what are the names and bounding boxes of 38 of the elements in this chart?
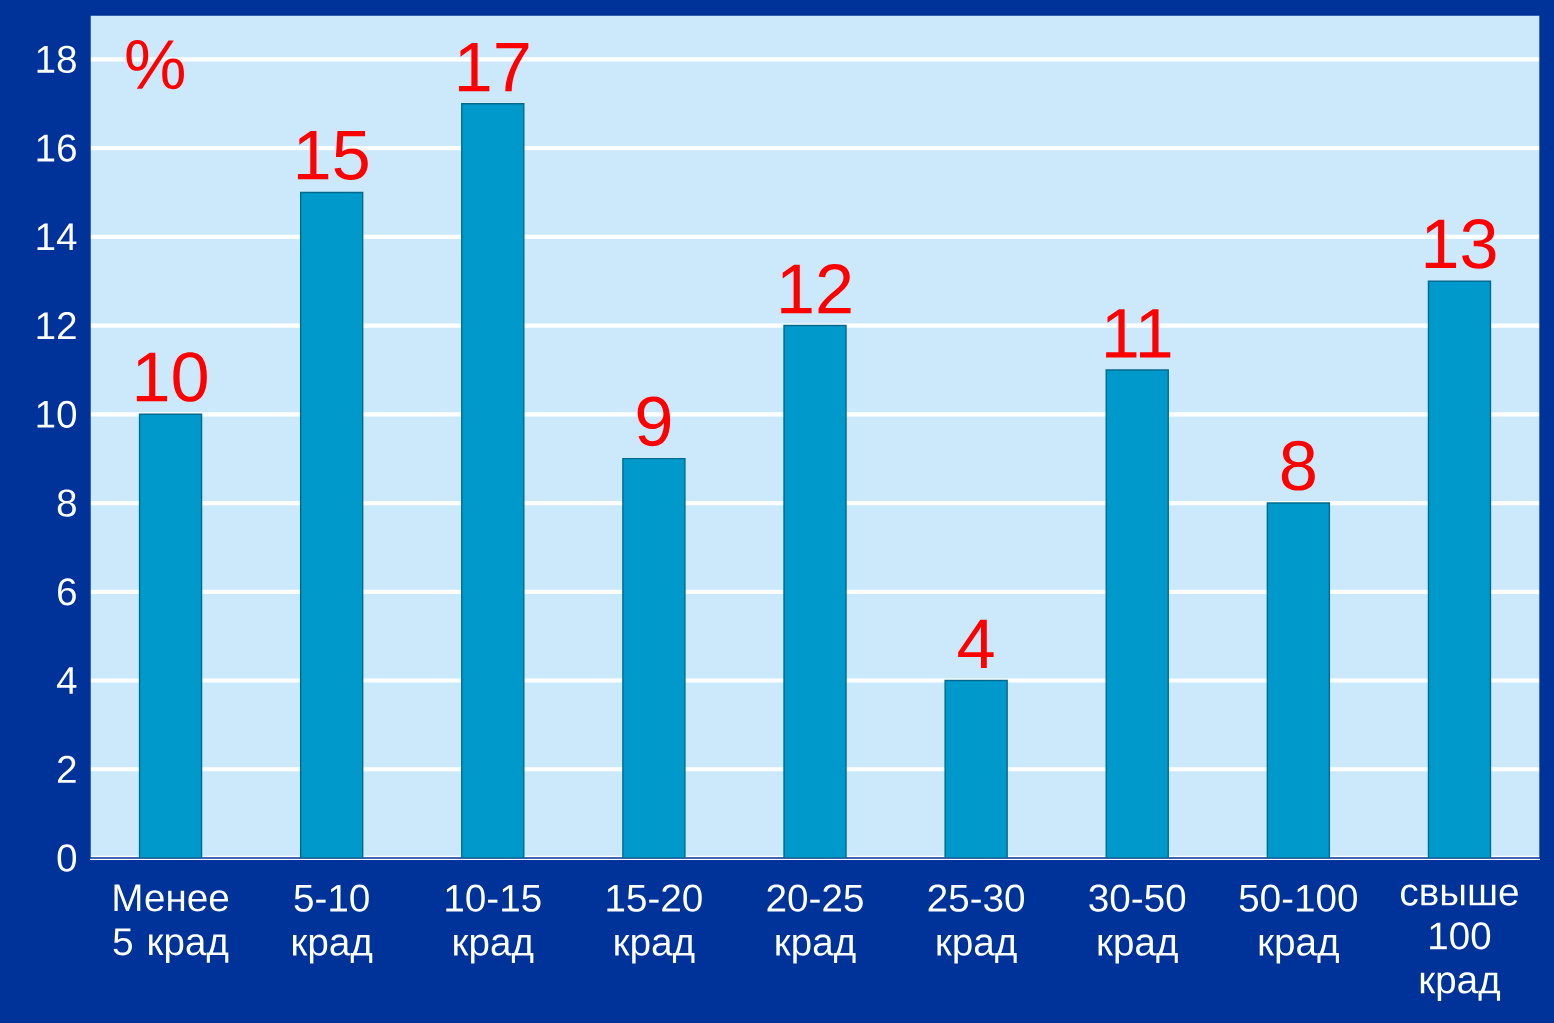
x-tick-label: 30-50 крад: [1089, 884, 1186, 964]
bar: [622, 457, 686, 858]
bar: [299, 191, 364, 858]
x-tick-label: свыше 100 крад: [1401, 884, 1518, 1002]
y-tick-label: 4: [56, 667, 77, 694]
data-label: 10: [136, 352, 207, 402]
y-tick-label: 2: [58, 755, 76, 783]
x-tick-label: 50-100 крад: [1239, 884, 1357, 964]
data-label: 9: [637, 396, 671, 447]
data-label: 8: [1281, 440, 1315, 491]
x-tick-label: 15-20 крад: [607, 884, 702, 964]
data-label: 12: [781, 264, 851, 314]
x-tick-label: Менее 5 крад: [113, 884, 229, 963]
x-tick-label: 25-30 крад: [928, 884, 1024, 964]
data-label: 11: [1106, 309, 1171, 358]
data-label: 15: [297, 131, 368, 181]
bar: [783, 324, 847, 858]
y-tick-label: 14: [37, 223, 77, 251]
y-axis-title: %: [126, 40, 184, 90]
x-tick-label: 20-25 крад: [767, 884, 863, 964]
x-tick-label: 5-10 крад: [293, 884, 373, 964]
bar: [944, 679, 1008, 858]
data-label: 17: [459, 42, 529, 92]
y-tick-label: 16: [37, 134, 76, 162]
bar: [1266, 502, 1331, 858]
y-tick-label: 6: [58, 578, 76, 606]
y-tick-label: 0: [57, 844, 77, 872]
bar: [138, 413, 203, 858]
data-label: 13: [1425, 219, 1496, 269]
bar: [1427, 280, 1492, 858]
bar: [461, 103, 525, 858]
x-tick-label: 10-15 крад: [446, 884, 541, 964]
y-tick-label: 18: [37, 45, 76, 74]
y-tick-label: 10: [37, 400, 77, 428]
data-label: 4: [958, 619, 994, 669]
bar: [1105, 369, 1169, 858]
y-tick-label: 8: [57, 489, 76, 517]
y-tick-label: 12: [37, 312, 76, 340]
